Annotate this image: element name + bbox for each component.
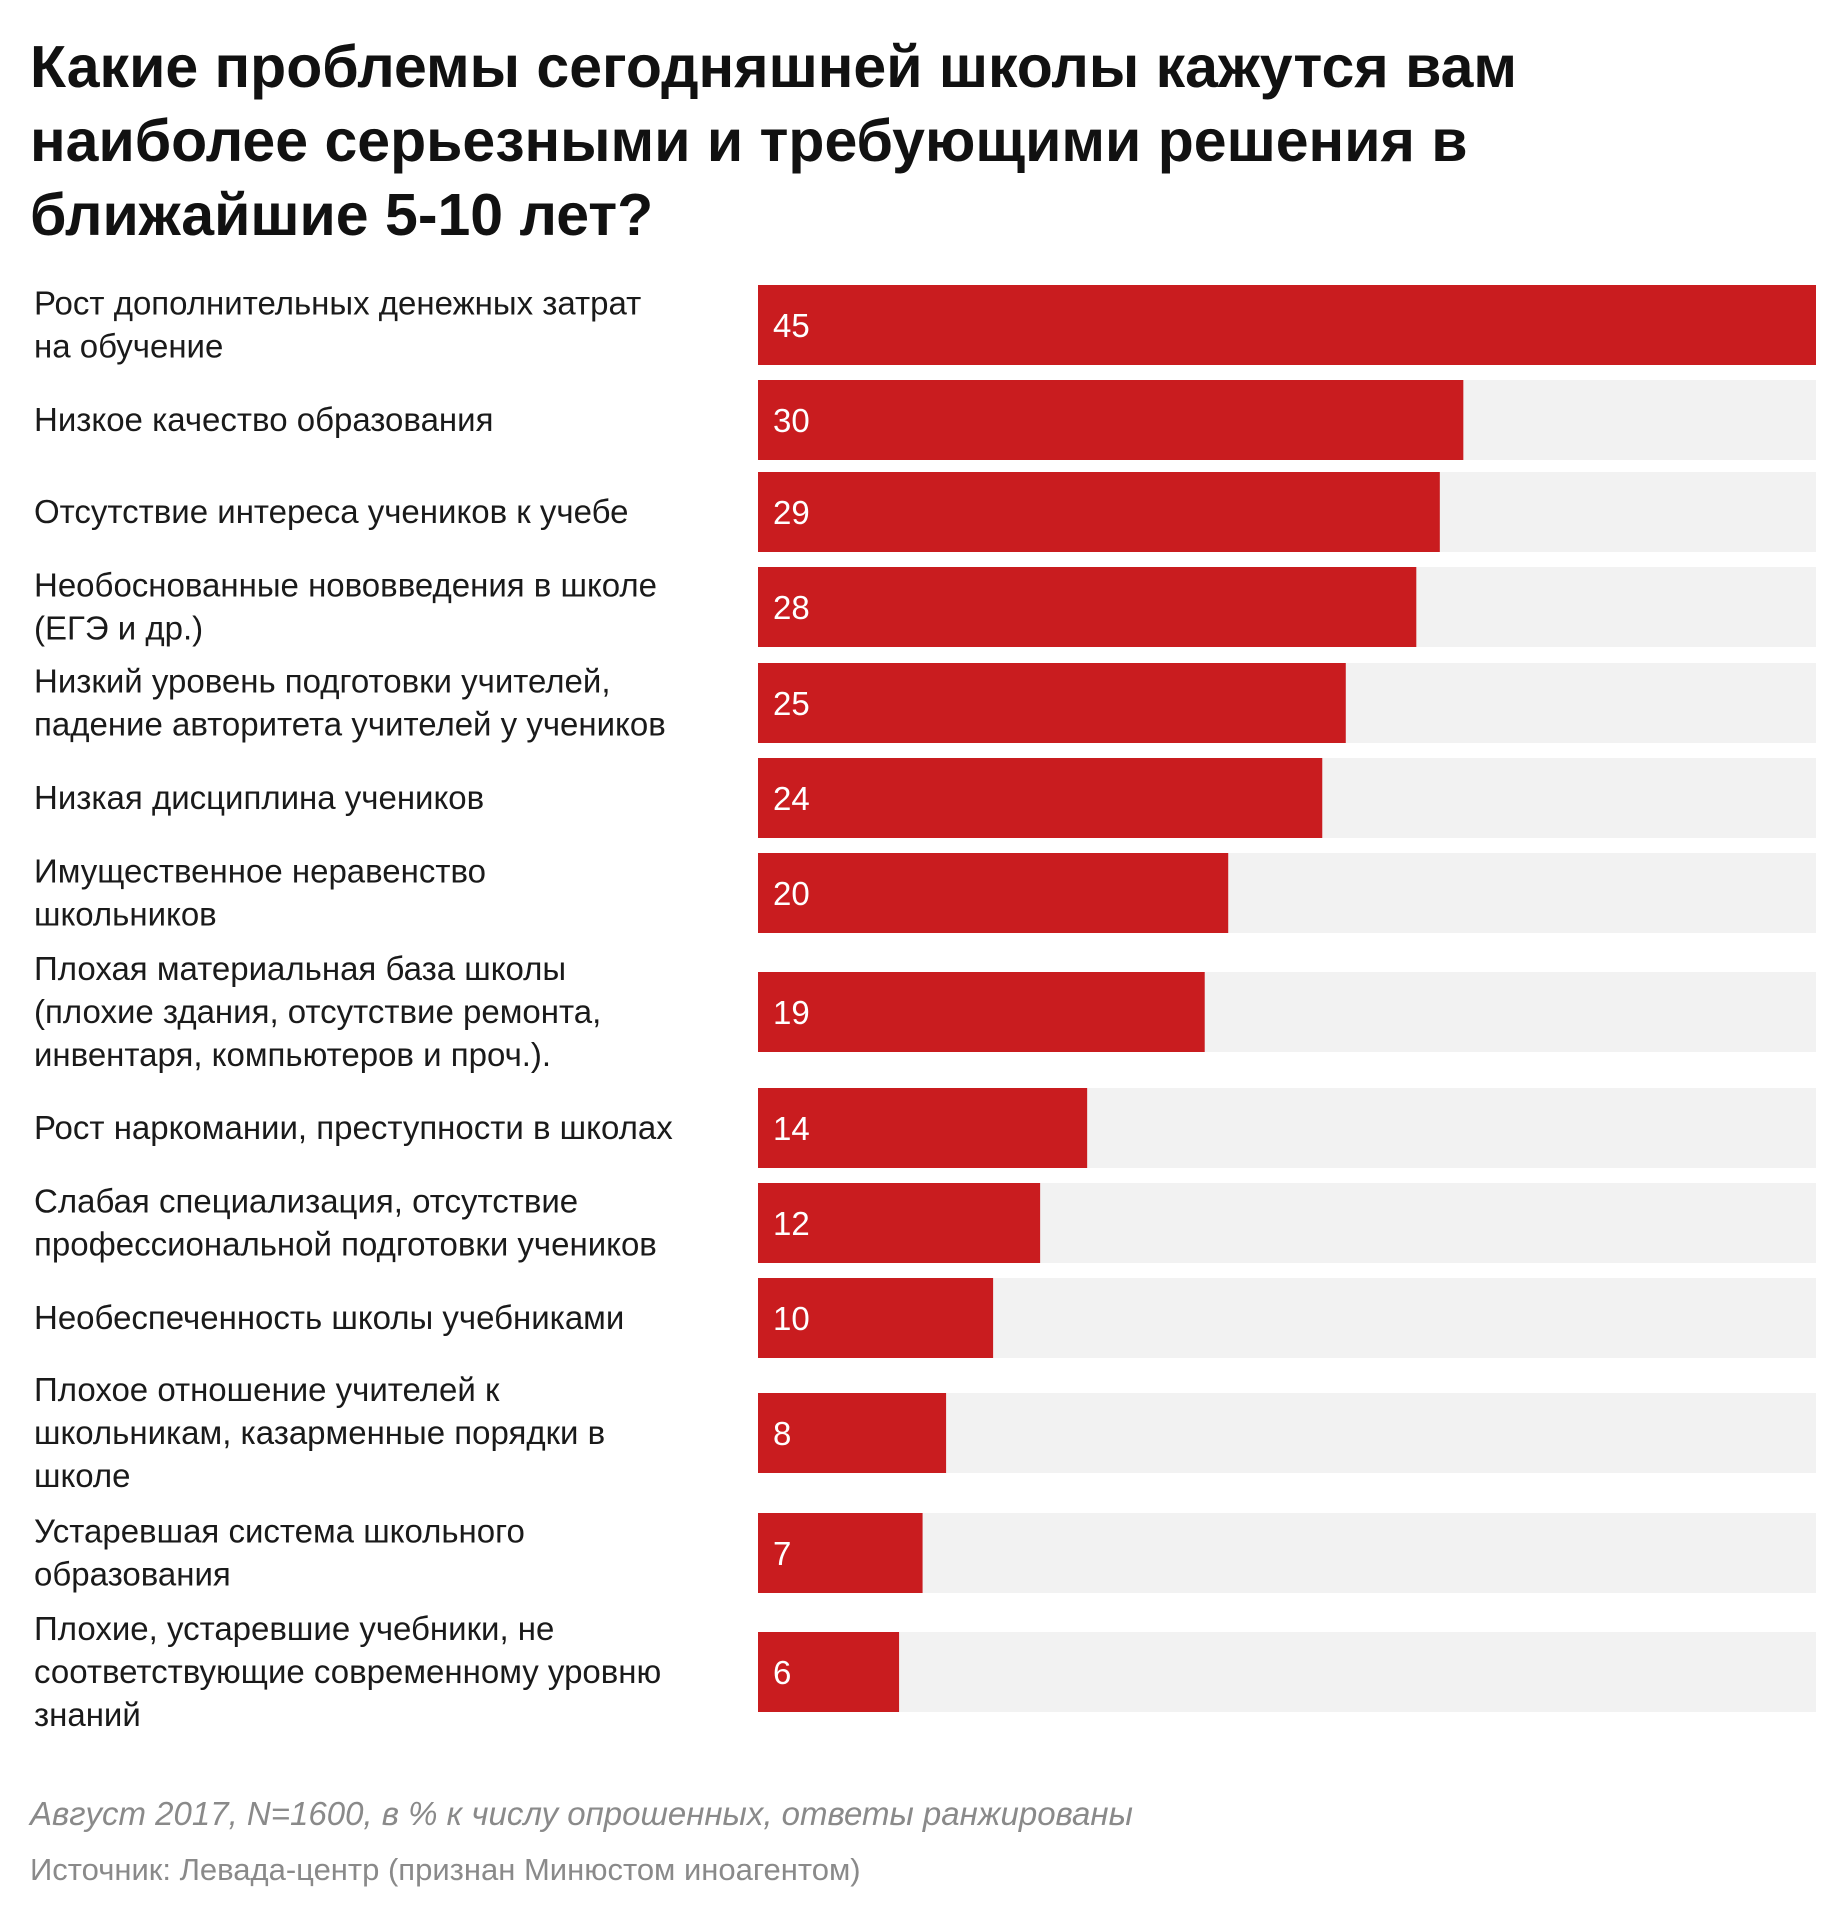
category-label: Рост дополнительных денежных затрат на об… (34, 285, 641, 365)
bar-row: 25 Низкий уровень подготовки учителей, пад… (34, 663, 1816, 743)
bar-row: 14 Рост наркомании, преступности в школах (34, 1088, 1816, 1168)
category-label: Плохая материальная база школы (плохие зд… (34, 950, 601, 1073)
category-label-line: (плохие здания, отсутствие ремонта, (34, 993, 601, 1030)
category-label: Низкое качество образования (34, 401, 493, 438)
data-label: 30 (773, 402, 810, 439)
category-label: Рост наркомании, преступности в школах (34, 1109, 673, 1146)
bar-row: 6 Плохие, устаревшие учебники, не соответс… (34, 1610, 1816, 1733)
category-label: Устаревшая система школьного образования (34, 1513, 525, 1593)
category-label: Необоснованные нововведения в школе (ЕГЭ … (34, 567, 657, 647)
data-label: 7 (773, 1535, 791, 1572)
category-label: Низкая дисциплина учеников (34, 779, 484, 816)
bar (758, 285, 1816, 365)
data-label: 10 (773, 1300, 810, 1337)
category-label-line: Плохая материальная база школы (34, 950, 566, 987)
bar (758, 853, 1229, 933)
bar (758, 663, 1346, 743)
data-label: 12 (773, 1205, 810, 1242)
data-label: 19 (773, 994, 810, 1031)
bar (758, 972, 1205, 1052)
category-label-line: (ЕГЭ и др.) (34, 610, 203, 647)
data-label: 14 (773, 1110, 810, 1147)
bar-row: 8 Плохое отношение учителей к школьникам, … (34, 1371, 1816, 1494)
category-label-line: школьников (34, 896, 217, 933)
bar-row: 20 Имущественное неравенство школьников (34, 853, 1816, 933)
bar (758, 1632, 900, 1712)
category-label-line: Необеспеченность школы учебниками (34, 1299, 624, 1336)
bar (758, 567, 1417, 647)
category-label-line: Слабая специализация, отсутствие (34, 1183, 578, 1220)
category-label: Низкий уровень подготовки учителей, паден… (34, 663, 666, 743)
category-label-line: профессиональной подготовки учеников (34, 1226, 657, 1263)
bar (758, 1278, 994, 1358)
bar-row: 7 Устаревшая система школьного образования (34, 1513, 1816, 1593)
category-label-line: падение авторитета учителей у учеников (34, 706, 666, 743)
data-label: 45 (773, 307, 810, 344)
bar-row: 45 Рост дополнительных денежных затрат на … (34, 285, 1816, 365)
bar (758, 1088, 1088, 1168)
category-label-line: Низкий уровень подготовки учителей, (34, 663, 611, 700)
bar (758, 1513, 923, 1593)
data-label: 29 (773, 494, 810, 531)
category-label-line: школе (34, 1457, 131, 1494)
bar (758, 380, 1464, 460)
category-label-line: Плохие, устаревшие учебники, не (34, 1610, 554, 1647)
category-label: Плохие, устаревшие учебники, не соответст… (34, 1610, 661, 1733)
bar-row: 28 Необоснованные нововведения в школе (ЕГ… (34, 567, 1816, 647)
category-label-line: Имущественное неравенство (34, 853, 486, 890)
category-label-line: Низкое качество образования (34, 401, 493, 438)
category-label-line: Необоснованные нововведения в школе (34, 567, 657, 604)
data-label: 24 (773, 780, 810, 817)
bar-track (758, 1632, 1816, 1712)
category-label-line: Рост дополнительных денежных затрат (34, 285, 641, 322)
category-label: Слабая специализация, отсутствие професси… (34, 1183, 657, 1263)
bar-track (758, 1513, 1816, 1593)
bar-row: 30 Низкое качество образования (34, 380, 1816, 460)
category-label-line: инвентаря, компьютеров и проч.). (34, 1036, 551, 1073)
data-label: 28 (773, 589, 810, 626)
survey-note: Август 2017, N=1600, в % к числу опрошен… (30, 1795, 1133, 1832)
bar (758, 1393, 947, 1473)
bar (758, 472, 1440, 552)
category-label-line: соответствующие современному уровню (34, 1653, 661, 1690)
category-label-line: знаний (34, 1696, 141, 1733)
category-label: Плохое отношение учителей к школьникам, к… (34, 1371, 605, 1494)
data-label: 6 (773, 1654, 791, 1691)
chart-title: Какие проблемы сегодняшней школы кажутся… (30, 34, 1518, 248)
data-label: 25 (773, 685, 810, 722)
category-label: Имущественное неравенство школьников (34, 853, 486, 933)
bar-row: 19 Плохая материальная база школы (плохие … (34, 950, 1816, 1073)
bar (758, 758, 1323, 838)
category-label-line: на обучение (34, 328, 223, 365)
bar-row: 12 Слабая специализация, отсутствие профес… (34, 1183, 1816, 1263)
category-label-line: Плохое отношение учителей к (34, 1371, 500, 1408)
category-label-line: Устаревшая система школьного (34, 1513, 525, 1550)
data-label: 8 (773, 1415, 791, 1452)
category-label-line: школьникам, казарменные порядки в (34, 1414, 605, 1451)
data-label: 20 (773, 875, 810, 912)
category-label: Отсутствие интереса учеников к учебе (34, 493, 628, 530)
category-label-line: Низкая дисциплина учеников (34, 779, 484, 816)
category-label-line: образования (34, 1556, 231, 1593)
bar-row: 24 Низкая дисциплина учеников (34, 758, 1816, 838)
category-label-line: Отсутствие интереса учеников к учебе (34, 493, 628, 530)
bar-row: 10 Необеспеченность школы учебниками (34, 1278, 1816, 1358)
category-label-line: Рост наркомании, преступности в школах (34, 1109, 673, 1146)
category-label: Необеспеченность школы учебниками (34, 1299, 624, 1336)
source-note: Источник: Левада-центр (признан Минюстом… (30, 1852, 861, 1887)
bar (758, 1183, 1041, 1263)
bar-row: 29 Отсутствие интереса учеников к учебе (34, 472, 1816, 552)
